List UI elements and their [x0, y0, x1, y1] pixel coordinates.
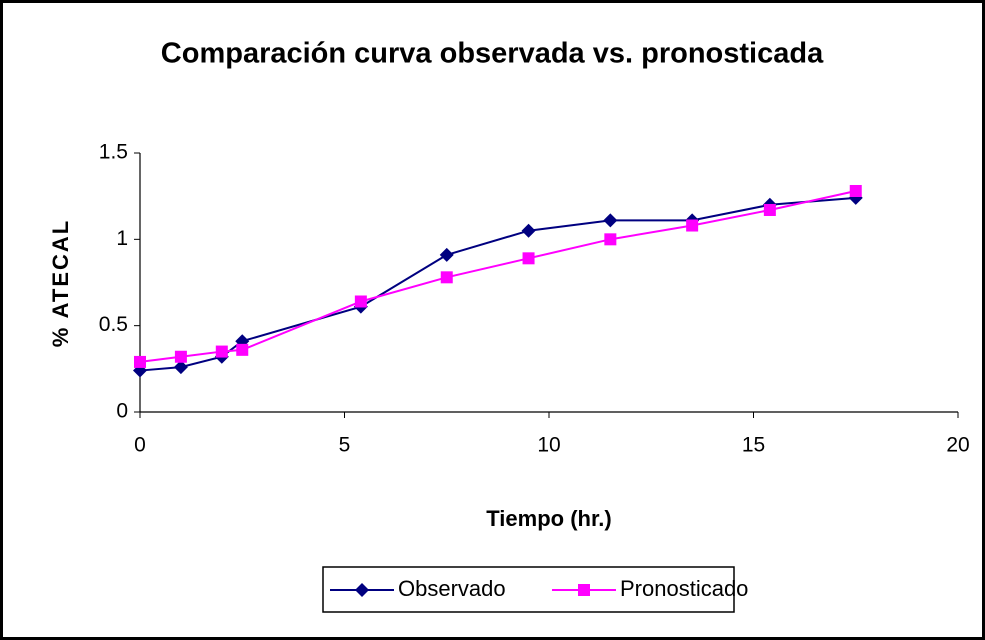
data-point: [440, 271, 453, 284]
legend-label: Observado: [398, 576, 506, 601]
legend-marker: [578, 584, 590, 596]
data-point: [603, 213, 618, 228]
data-point: [134, 355, 146, 368]
x-tick-label: 5: [339, 434, 351, 457]
data-point: [522, 252, 535, 265]
x-tick-label: 10: [537, 434, 560, 457]
data-point: [521, 223, 536, 238]
data-point: [763, 203, 776, 216]
x-tick-label: 20: [946, 434, 969, 457]
legend-label: Pronosticado: [620, 576, 748, 601]
data-point: [236, 343, 249, 356]
y-tick-label: 1: [116, 227, 128, 250]
data-point: [849, 184, 862, 197]
y-tick-label: 0.5: [99, 313, 128, 336]
x-tick-label: 15: [742, 434, 765, 457]
data-point: [604, 233, 617, 246]
data-point: [439, 247, 454, 262]
data-point: [174, 350, 187, 363]
data-point: [354, 295, 367, 308]
data-point: [215, 345, 228, 358]
y-tick-label: 1.5: [99, 141, 128, 164]
legend-marker: [355, 583, 369, 597]
x-axis-label: Tiempo (hr.): [486, 506, 612, 531]
x-tick-label: 0: [134, 434, 146, 457]
y-axis-label: % ATECAL: [48, 219, 73, 347]
y-tick-label: 0: [116, 400, 128, 423]
data-point: [173, 360, 188, 375]
data-point: [686, 219, 699, 232]
chart-title: Comparación curva observada vs. pronosti…: [161, 38, 824, 70]
